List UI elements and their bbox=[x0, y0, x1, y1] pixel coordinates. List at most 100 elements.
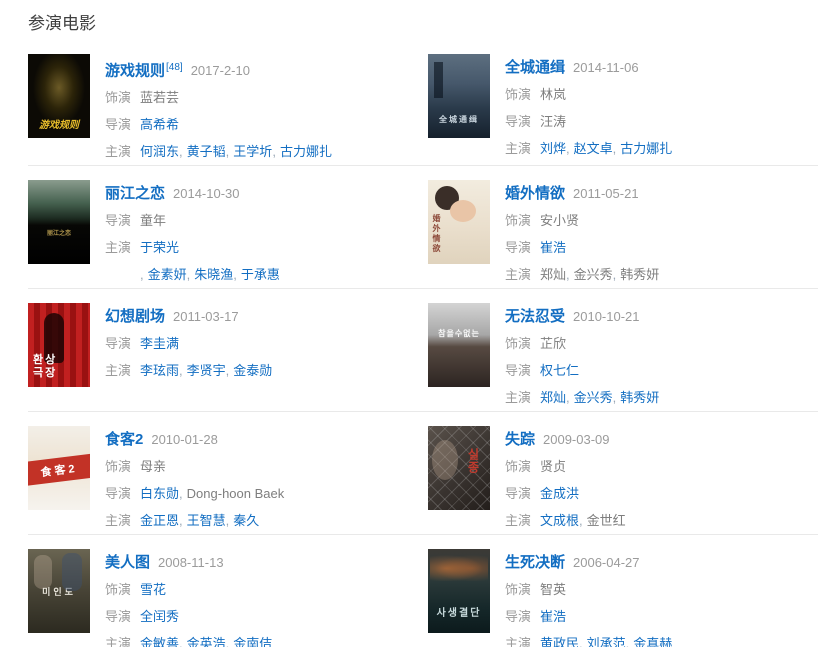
movie-poster[interactable]: 참을수없는 bbox=[428, 303, 490, 388]
credit-line: 导演 权七仁 bbox=[505, 357, 659, 384]
name-separator: , bbox=[179, 513, 183, 529]
movie-poster[interactable]: 食客2 bbox=[28, 426, 90, 511]
movie-poster[interactable]: 全城通缉 bbox=[428, 54, 490, 138]
person-link[interactable]: 金成洪 bbox=[540, 486, 580, 502]
credit-names: 崔浩 bbox=[540, 234, 659, 261]
title-line: 婚外情欲 2011-05-21 bbox=[505, 180, 659, 207]
person-link[interactable]: 于承惠 bbox=[240, 267, 280, 283]
person-link[interactable]: 李圭满 bbox=[140, 336, 180, 352]
person-link[interactable]: 高希希 bbox=[140, 117, 180, 133]
person-link[interactable]: 于荣光 bbox=[140, 240, 180, 256]
movie-title-link[interactable]: 游戏规则 bbox=[105, 62, 166, 80]
person-link[interactable]: 赵文卓 bbox=[573, 141, 613, 156]
movie-info: 丽江之恋 2014-10-30 导演 童年 主演 于荣光, 金素妍, 朱晓渔, 于承惠 bbox=[105, 180, 280, 288]
poster-caption: 사생결단 bbox=[436, 608, 482, 620]
person-name: 韩秀妍 bbox=[620, 267, 660, 283]
poster-caption: 실종 bbox=[466, 448, 480, 475]
name-separator: , bbox=[225, 513, 230, 529]
movie-title-link[interactable]: 生死决断 bbox=[505, 554, 566, 572]
person-link[interactable]: 黄子韬 bbox=[186, 144, 226, 160]
person-link[interactable]: 金南佶 bbox=[233, 636, 273, 647]
movie-info: 美人图 2008-11-13 饰演 雪花 导演 全闰秀 主演 金敏善, 金英浩, 金南佶 bbox=[105, 549, 272, 647]
movie-poster[interactable]: 丽江之恋 bbox=[28, 180, 90, 265]
credit-line: 导演 崔浩 bbox=[505, 603, 672, 630]
person-link[interactable]: 刘承范 bbox=[586, 636, 626, 647]
movie-poster[interactable]: 실종 bbox=[428, 426, 490, 511]
credit-names: 黄政民, 刘承范, 金真赫 bbox=[540, 630, 672, 647]
credit-label: 主演 bbox=[505, 141, 532, 156]
person-link[interactable]: 白东勋 bbox=[140, 486, 180, 502]
poster-caption: 婚外情欲 bbox=[432, 214, 441, 255]
person-link[interactable]: 金真赫 bbox=[633, 636, 673, 647]
person-link[interactable]: 文成根 bbox=[540, 513, 580, 529]
credit-line: 主演 金正恩, 王智慧, 秦久 bbox=[105, 507, 284, 534]
person-link[interactable]: 雪花 bbox=[140, 582, 167, 598]
credit-label: 主演 bbox=[105, 636, 132, 647]
movie-poster[interactable]: 환상극장 bbox=[28, 303, 90, 388]
name-separator: , bbox=[179, 363, 183, 379]
movie-title-link[interactable]: 幻想剧场 bbox=[105, 308, 166, 326]
movie-title-link[interactable]: 失踪 bbox=[505, 431, 536, 449]
title-line: 全城通缉 2014-11-06 bbox=[505, 54, 672, 81]
person-link[interactable]: 金英浩 bbox=[186, 636, 226, 647]
credit-names: 金正恩, 王智慧, 秦久 bbox=[140, 507, 284, 534]
credit-line: 主演 何润东, 黄子韬, 王学圻, 古力娜扎 bbox=[105, 138, 332, 165]
movie-entry: 미인도 美人图 2008-11-13 饰演 雪花 导演 全闰秀 主演 金敏善, 金英浩, 金南佶 bbox=[28, 549, 423, 647]
person-link[interactable]: 黄政民 bbox=[540, 636, 580, 647]
credit-names: 李玹雨, 李贤宇, 金泰勋 bbox=[140, 357, 272, 384]
person-link[interactable]: 权七仁 bbox=[540, 363, 580, 379]
movie-poster[interactable]: 사생결단 bbox=[428, 549, 490, 634]
reference-link[interactable]: [48] bbox=[166, 62, 183, 73]
movie-title-link[interactable]: 美人图 bbox=[105, 554, 151, 572]
person-link[interactable]: 秦久 bbox=[233, 513, 260, 529]
person-link[interactable]: 何润东 bbox=[140, 144, 180, 160]
credit-label: 主演 bbox=[505, 636, 532, 647]
person-link[interactable]: 金正恩 bbox=[140, 513, 180, 529]
person-link[interactable]: 王智慧 bbox=[186, 513, 226, 529]
movie-title-link[interactable]: 丽江之恋 bbox=[105, 185, 166, 203]
person-link[interactable]: 古力娜扎 bbox=[620, 141, 673, 156]
movie-info: 食客2 2010-01-28 饰演 母亲 导演 白东勋, Dong-hoon Baek 主演金… bbox=[105, 426, 284, 534]
name-separator: , bbox=[566, 267, 570, 283]
person-link[interactable]: 李玹雨 bbox=[140, 363, 180, 379]
person-link[interactable]: 刘烨 bbox=[540, 141, 567, 156]
movie-poster[interactable]: 미인도 bbox=[28, 549, 90, 634]
person-link[interactable]: 郑灿 bbox=[540, 390, 567, 406]
movie-poster[interactable]: 游戏规则 bbox=[28, 54, 90, 138]
credit-names: 汪涛 bbox=[540, 108, 672, 135]
movie-title-link[interactable]: 食客2 bbox=[105, 431, 144, 449]
credit-label: 主演 bbox=[105, 144, 132, 160]
release-date: 2010-01-28 bbox=[151, 432, 218, 448]
movie-entry: 丽江之恋 丽江之恋 2014-10-30 导演 童年 主演 于荣光, 金素妍, 朱晓渔, 于承惠 bbox=[28, 180, 423, 288]
person-link[interactable]: 金兴秀 bbox=[573, 390, 613, 406]
movie-info: 无法忍受 2010-10-21 饰演 芷欣 导演 权七仁 主演 郑灿, 金兴秀, 韩秀妍 bbox=[505, 303, 659, 411]
release-date: 2014-11-06 bbox=[573, 60, 639, 75]
person-link[interactable]: 朱晓渔 bbox=[194, 267, 234, 283]
title-line: 生死决断 2006-04-27 bbox=[505, 549, 672, 576]
credit-label: 饰演 bbox=[505, 459, 532, 475]
credit-names: 高希希 bbox=[140, 111, 332, 138]
credit-names: 金敏善, 金英浩, 金南佶 bbox=[140, 630, 272, 647]
movie-title-link[interactable]: 婚外情欲 bbox=[505, 185, 566, 203]
name-separator: , bbox=[272, 144, 276, 160]
person-link[interactable]: 李贤宇 bbox=[186, 363, 226, 379]
person-link[interactable]: 崔浩 bbox=[540, 240, 567, 256]
movie-poster[interactable]: 婚外情欲 bbox=[428, 180, 490, 265]
person-link[interactable]: 全闰秀 bbox=[140, 609, 180, 625]
movie-entry: 食客2 食客2 2010-01-28 饰演 母亲 导演 白东勋, Dong-hoon Baek… bbox=[28, 426, 423, 534]
person-link[interactable]: 韩秀妍 bbox=[620, 390, 660, 406]
movie-title-link[interactable]: 无法忍受 bbox=[505, 308, 566, 326]
movie-title-link[interactable]: 全城通缉 bbox=[505, 59, 566, 76]
title-line: 无法忍受 2010-10-21 bbox=[505, 303, 659, 330]
person-link[interactable]: 金泰勋 bbox=[233, 363, 273, 379]
credit-names: 芷欣 bbox=[540, 330, 659, 357]
credit-line: 饰演 智英 bbox=[505, 576, 672, 603]
person-link[interactable]: 金敏善 bbox=[140, 636, 180, 647]
person-link[interactable]: 王学圻 bbox=[233, 144, 273, 160]
title-line: 游戏规则[48] 2017-2-10 bbox=[105, 54, 332, 84]
person-link[interactable]: 金素妍 bbox=[147, 267, 187, 283]
person-link[interactable]: 崔浩 bbox=[540, 609, 567, 625]
credit-names: 何润东, 黄子韬, 王学圻, 古力娜扎 bbox=[140, 138, 332, 165]
title-line: 失踪 2009-03-09 bbox=[505, 426, 626, 453]
person-link[interactable]: 古力娜扎 bbox=[279, 144, 332, 160]
